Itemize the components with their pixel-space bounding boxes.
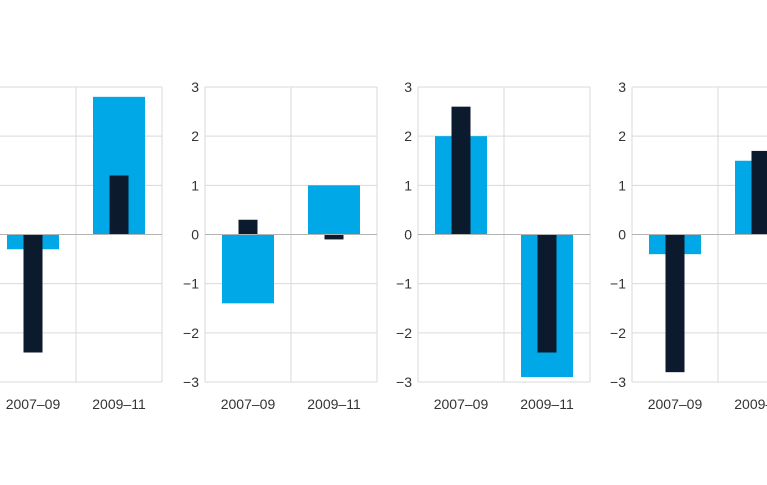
y-tick-label: 3 bbox=[191, 79, 199, 95]
x-tick-label: 2007–09 bbox=[648, 396, 703, 412]
bar-series-2 bbox=[752, 151, 767, 235]
x-tick-label: 2009–11 bbox=[307, 396, 361, 412]
x-tick-label: 2007–09 bbox=[6, 396, 61, 412]
bar-series-1 bbox=[308, 185, 360, 234]
y-tick-label: 0 bbox=[618, 227, 626, 243]
x-tick-label: 2007–09 bbox=[434, 396, 489, 412]
bar-series-2 bbox=[666, 235, 685, 373]
y-tick-label: −2 bbox=[610, 325, 626, 341]
y-tick-label: 1 bbox=[191, 177, 199, 193]
y-tick-label: 2 bbox=[191, 128, 199, 144]
y-tick-label: −1 bbox=[396, 276, 412, 292]
y-tick-label: 3 bbox=[618, 79, 626, 95]
bar-series-2 bbox=[538, 235, 557, 353]
x-tick-label: 2009–11 bbox=[734, 396, 767, 412]
x-tick-label: 2009–11 bbox=[520, 396, 574, 412]
y-tick-label: −2 bbox=[396, 325, 412, 341]
y-tick-label: −3 bbox=[610, 374, 626, 390]
y-tick-label: −2 bbox=[183, 325, 199, 341]
bar-series-1 bbox=[222, 235, 274, 304]
bar-series-2 bbox=[24, 235, 43, 353]
y-tick-label: 0 bbox=[404, 227, 412, 243]
bar-series-2 bbox=[239, 220, 258, 235]
y-tick-label: 2 bbox=[404, 128, 412, 144]
bar-series-2 bbox=[452, 107, 471, 235]
y-tick-label: 1 bbox=[618, 177, 626, 193]
bar-series-2 bbox=[325, 235, 344, 240]
y-tick-label: 1 bbox=[404, 177, 412, 193]
y-tick-label: 2 bbox=[618, 128, 626, 144]
y-tick-label: 3 bbox=[404, 79, 412, 95]
y-tick-label: −1 bbox=[610, 276, 626, 292]
y-tick-label: −1 bbox=[183, 276, 199, 292]
bar-series-2 bbox=[110, 176, 129, 235]
y-tick-label: −3 bbox=[396, 374, 412, 390]
y-tick-label: 0 bbox=[191, 227, 199, 243]
x-tick-label: 2007–09 bbox=[221, 396, 276, 412]
x-tick-label: 2009–11 bbox=[92, 396, 146, 412]
y-tick-label: −3 bbox=[183, 374, 199, 390]
